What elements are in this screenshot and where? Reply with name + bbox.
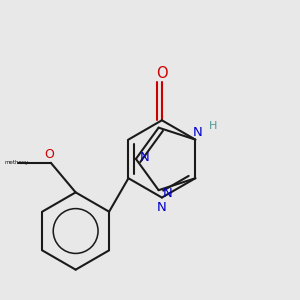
Text: N: N [193,126,202,139]
Text: O: O [156,66,168,81]
Text: methoxy: methoxy [4,160,28,165]
Text: O: O [44,148,54,161]
Text: N: N [140,151,150,164]
Text: N: N [163,187,172,200]
Text: H: H [209,121,218,131]
Text: N: N [156,201,166,214]
